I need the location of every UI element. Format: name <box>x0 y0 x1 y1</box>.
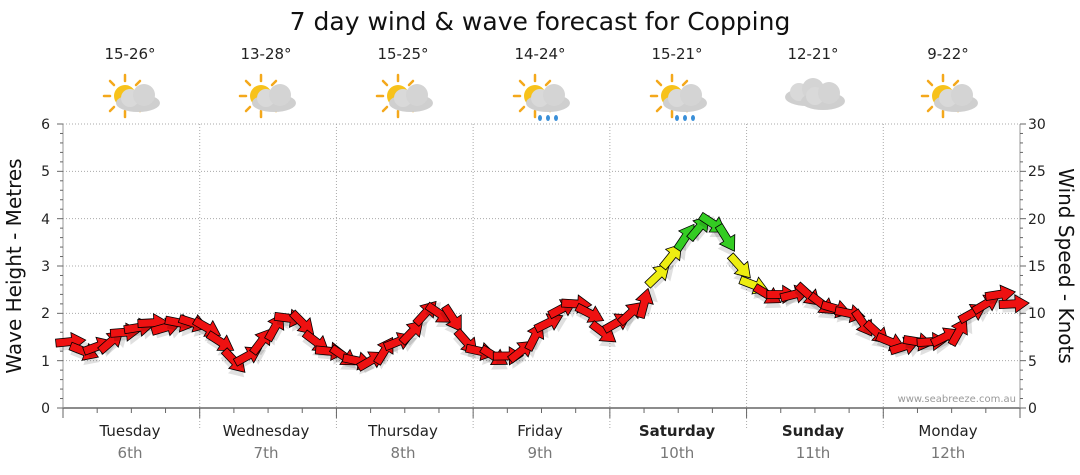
right-tick-25: 25 <box>1028 164 1046 180</box>
left-tick-5: 5 <box>41 164 50 180</box>
day-label: Monday <box>918 422 977 440</box>
wind-arrow <box>634 286 658 319</box>
day-label: Thursday <box>367 422 438 440</box>
right-tick-30: 30 <box>1028 117 1046 133</box>
sun-rain-icon <box>649 73 707 121</box>
right-axis: 0 5 10 15 20 25 30 <box>1028 117 1046 417</box>
day-label: Tuesday <box>98 422 160 440</box>
day-column-2: 15-25° Thursday 8th <box>367 45 438 462</box>
minor-ticks <box>57 123 1026 418</box>
left-tick-0: 0 <box>41 401 50 417</box>
date-label: 9th <box>528 444 553 462</box>
date-label: 8th <box>391 444 416 462</box>
left-tick-2: 2 <box>41 306 50 322</box>
left-tick-1: 1 <box>41 354 50 370</box>
sun-cloud-icon <box>920 73 978 119</box>
left-axis: 0 1 2 3 4 5 6 <box>41 117 50 417</box>
wind-arrow <box>533 313 568 335</box>
temp-range: 15-26° <box>104 45 155 63</box>
left-tick-6: 6 <box>41 117 50 133</box>
sun-cloud-icon <box>102 73 160 119</box>
day-column-1: 13-28° Wednesday 7th <box>223 45 310 462</box>
grid-lines <box>63 123 1020 428</box>
sun-cloud-icon <box>238 73 296 119</box>
sun-rain-icon <box>512 73 570 121</box>
day-column-3: 14-24° Friday 9th <box>512 45 570 462</box>
day-column-6: 9-22° Monday 12th <box>918 45 978 462</box>
right-tick-20: 20 <box>1028 212 1046 228</box>
right-tick-10: 10 <box>1028 306 1046 322</box>
wind-arrow <box>713 223 736 256</box>
credit-text: www.seabreeze.com.au <box>898 394 1016 405</box>
left-tick-4: 4 <box>41 212 50 228</box>
day-column-5: 12-21° Sunday 11th <box>782 45 845 462</box>
temp-range: 14-24° <box>514 45 565 63</box>
day-column-4: 15-21° Saturday 10th <box>639 45 716 462</box>
day-label: Friday <box>517 422 563 440</box>
temp-range: 9-22° <box>927 45 969 63</box>
wind-arrow <box>398 320 428 346</box>
day-label: Saturday <box>639 422 716 440</box>
right-tick-0: 0 <box>1028 401 1037 417</box>
wind-arrow <box>971 294 1005 317</box>
wind-arrow <box>644 263 675 289</box>
day-label: Sunday <box>782 422 845 440</box>
date-label: 10th <box>660 444 694 462</box>
temp-range: 15-25° <box>377 45 428 63</box>
right-tick-5: 5 <box>1028 354 1037 370</box>
date-label: 11th <box>796 444 830 462</box>
date-label: 6th <box>118 444 143 462</box>
temp-range: 15-21° <box>651 45 702 63</box>
temp-range: 13-28° <box>240 45 291 63</box>
day-column-0: 15-26° Tuesday 6th <box>98 45 160 462</box>
day-label: Wednesday <box>223 422 310 440</box>
wind-arrows <box>55 211 1033 378</box>
left-tick-3: 3 <box>41 259 50 275</box>
wind-arrow <box>439 303 462 337</box>
date-label: 12th <box>931 444 965 462</box>
chart-title: 7 day wind & wave forecast for Copping <box>290 7 791 36</box>
right-tick-15: 15 <box>1028 259 1046 275</box>
wind-arrow <box>998 294 1033 317</box>
cloud-icon <box>785 78 845 110</box>
temp-range: 12-21° <box>787 45 838 63</box>
wind-arrow <box>947 317 973 348</box>
date-label: 7th <box>254 444 279 462</box>
left-axis-title: Wave Height - Metres <box>2 158 26 373</box>
right-axis-title: Wind Speed - Knots <box>1054 168 1078 364</box>
sun-cloud-icon <box>375 73 433 119</box>
